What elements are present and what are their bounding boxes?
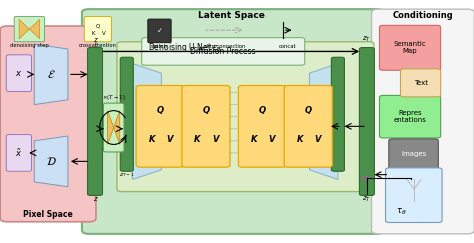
Text: ✓: ✓: [156, 28, 163, 34]
FancyBboxPatch shape: [0, 26, 96, 222]
FancyBboxPatch shape: [14, 16, 45, 42]
Text: $\mathcal{E}$: $\mathcal{E}$: [47, 68, 55, 80]
Text: Text: Text: [414, 80, 428, 86]
Text: V: V: [314, 135, 321, 144]
Text: Q: Q: [259, 106, 266, 115]
Text: $z_{T-1}$: $z_{T-1}$: [119, 171, 135, 179]
Polygon shape: [132, 63, 161, 180]
FancyBboxPatch shape: [6, 55, 31, 92]
Text: $z$: $z$: [92, 195, 99, 203]
Text: Diffusion Process: Diffusion Process: [191, 47, 256, 56]
Text: $\mathcal{D}$: $\mathcal{D}$: [46, 155, 56, 167]
FancyBboxPatch shape: [380, 25, 441, 70]
Text: Conditioning: Conditioning: [392, 11, 453, 20]
Text: $z$: $z$: [92, 36, 99, 44]
Polygon shape: [34, 44, 68, 104]
Text: switch: switch: [151, 44, 168, 49]
FancyBboxPatch shape: [117, 42, 374, 191]
Text: Latent Space: Latent Space: [198, 11, 265, 20]
Text: K: K: [148, 135, 155, 144]
Polygon shape: [108, 111, 114, 144]
Text: Q: Q: [305, 106, 312, 115]
FancyBboxPatch shape: [103, 103, 124, 152]
Text: Images: Images: [401, 151, 426, 157]
Text: concat: concat: [279, 44, 296, 49]
Text: crossattention: crossattention: [79, 43, 117, 48]
Text: denoising step: denoising step: [10, 43, 49, 48]
Text: Q: Q: [202, 106, 210, 115]
Text: $x$: $x$: [15, 69, 22, 78]
FancyBboxPatch shape: [182, 86, 230, 167]
FancyBboxPatch shape: [84, 16, 111, 42]
Text: skip connection: skip connection: [204, 44, 245, 49]
Text: V: V: [269, 135, 275, 144]
Circle shape: [362, 176, 370, 181]
FancyBboxPatch shape: [238, 86, 286, 167]
Polygon shape: [34, 136, 68, 187]
FancyBboxPatch shape: [120, 57, 133, 171]
Text: K: K: [251, 135, 257, 144]
FancyBboxPatch shape: [148, 19, 171, 43]
Text: Q: Q: [96, 23, 100, 28]
Text: Repres
entations: Repres entations: [393, 110, 427, 123]
FancyBboxPatch shape: [6, 135, 31, 171]
Text: K: K: [194, 135, 201, 144]
FancyBboxPatch shape: [331, 57, 345, 171]
FancyBboxPatch shape: [284, 86, 332, 167]
Text: V: V: [212, 135, 219, 144]
Text: $z_T$: $z_T$: [363, 35, 371, 44]
FancyBboxPatch shape: [372, 9, 474, 234]
FancyBboxPatch shape: [385, 168, 442, 223]
FancyBboxPatch shape: [380, 95, 441, 138]
Text: Semantic
Map: Semantic Map: [394, 41, 427, 54]
FancyBboxPatch shape: [389, 139, 438, 169]
Text: K: K: [91, 31, 95, 36]
Text: K: K: [297, 135, 303, 144]
FancyBboxPatch shape: [82, 9, 383, 234]
Text: $z_T$: $z_T$: [363, 195, 371, 204]
Polygon shape: [310, 63, 338, 180]
Text: V: V: [166, 135, 173, 144]
Text: Q: Q: [156, 106, 164, 115]
Text: $\times(T-1)$: $\times(T-1)$: [102, 93, 126, 102]
FancyBboxPatch shape: [142, 38, 305, 65]
Polygon shape: [19, 19, 29, 39]
Text: Denoising U-Net $\epsilon_\theta$: Denoising U-Net $\epsilon_\theta$: [148, 41, 222, 54]
Text: V: V: [101, 31, 105, 36]
FancyBboxPatch shape: [136, 86, 184, 167]
Polygon shape: [29, 19, 40, 39]
Text: Pixel Space: Pixel Space: [23, 210, 73, 219]
Polygon shape: [114, 111, 120, 144]
FancyBboxPatch shape: [401, 69, 441, 97]
FancyBboxPatch shape: [359, 48, 374, 195]
Text: $\tilde{x}$: $\tilde{x}$: [15, 147, 22, 159]
FancyBboxPatch shape: [88, 48, 102, 195]
Text: $\tau_\theta$: $\tau_\theta$: [396, 207, 406, 217]
